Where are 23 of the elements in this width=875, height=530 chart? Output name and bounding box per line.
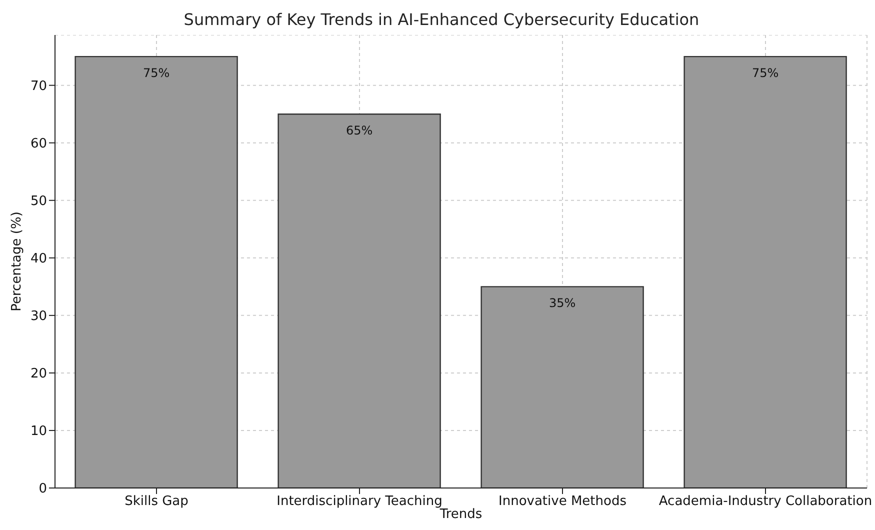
y-tick-label: 70 — [30, 78, 47, 94]
bar — [480, 286, 644, 488]
y-axis-title: Percentage (%) — [10, 212, 25, 312]
data-label: 65% — [346, 124, 373, 138]
data-label: 35% — [548, 296, 576, 310]
bar — [684, 56, 847, 488]
chart-title: Summary of Key Trends in AI-Enhanced Cybersecurity Education — [182, 9, 700, 31]
x-axis-title: Trends — [438, 507, 482, 522]
data-label: 75% — [142, 66, 170, 80]
y-tick-label: 40 — [30, 252, 47, 267]
data-label: 75% — [752, 66, 779, 80]
x-tick-label: Interdisciplinary Teaching — [276, 494, 442, 510]
x-tick-label: Academia-Industry Collaboration — [658, 494, 872, 510]
y-tick-label: 30 — [30, 309, 47, 324]
y-tick-label: 10 — [30, 424, 47, 440]
y-tick-label: 20 — [30, 366, 47, 382]
bar — [74, 56, 238, 488]
y-tick-label: 60 — [30, 136, 47, 152]
y-tick-label: 0 — [38, 482, 47, 497]
y-tick-label: 50 — [30, 194, 47, 209]
x-tick-label: Skills Gap — [124, 494, 188, 510]
bar — [278, 113, 441, 488]
x-tick-label: Innovative Methods — [498, 494, 627, 510]
